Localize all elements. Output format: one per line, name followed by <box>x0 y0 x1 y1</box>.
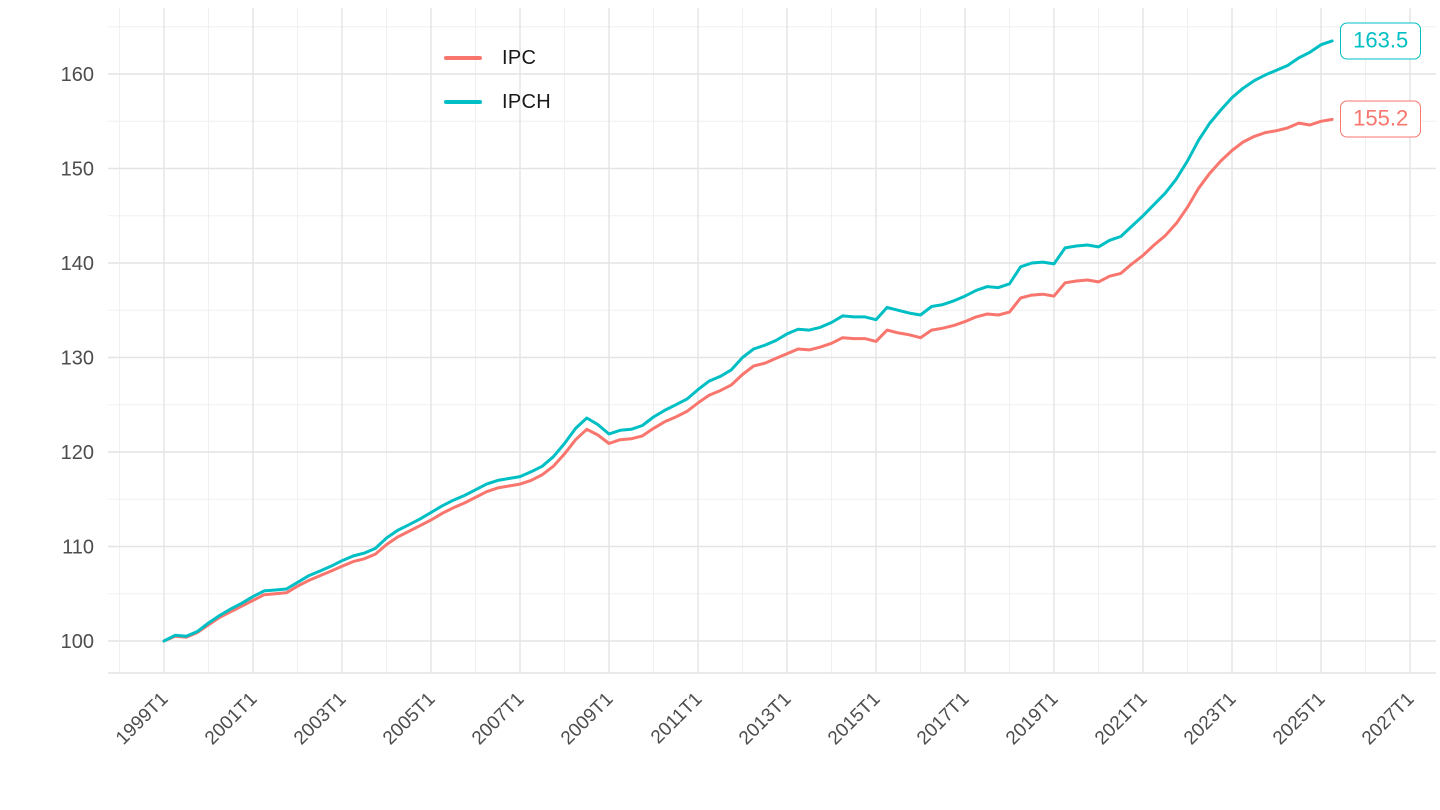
x-tick-label: 1999T1 <box>112 689 172 749</box>
legend: IPC IPCH <box>444 36 551 124</box>
x-tick-label: 2025T1 <box>1269 689 1329 749</box>
x-tick-label: 2003T1 <box>290 689 350 749</box>
y-tick-label: 160 <box>61 64 94 86</box>
legend-item-ipch: IPCH <box>444 80 551 124</box>
x-tick-label: 2023T1 <box>1180 689 1240 749</box>
x-tick-label: 2009T1 <box>557 689 617 749</box>
y-tick-label: 130 <box>61 348 94 370</box>
y-tick-label: 140 <box>61 253 94 275</box>
x-tick-label: 2007T1 <box>468 689 528 749</box>
legend-item-ipc: IPC <box>444 36 551 80</box>
x-tick-label: 2001T1 <box>201 689 261 749</box>
x-tick-label: 2017T1 <box>913 689 973 749</box>
x-tick-label: 2005T1 <box>379 689 439 749</box>
y-tick-label: 150 <box>61 159 94 181</box>
series-line-ipc <box>162 117 1334 643</box>
x-tick-label: 2021T1 <box>1091 689 1151 749</box>
x-tick-label: 2019T1 <box>1002 689 1062 749</box>
legend-swatch-ipc-icon <box>444 56 482 60</box>
y-tick-label: 100 <box>61 631 94 653</box>
legend-swatch-ipch-icon <box>444 100 482 104</box>
x-tick-label: 2011T1 <box>647 689 706 748</box>
series-line-ipch <box>162 39 1334 643</box>
end-label-ipch: 163.5 <box>1340 22 1422 60</box>
y-tick-label: 120 <box>61 442 94 464</box>
x-tick-label: 2015T1 <box>824 689 884 749</box>
legend-label-ipc: IPC <box>502 46 537 69</box>
legend-label-ipch: IPCH <box>502 90 551 113</box>
y-tick-label: 110 <box>62 537 94 559</box>
x-tick-label: 2027T1 <box>1358 689 1418 749</box>
end-label-ipc: 155.2 <box>1340 100 1422 138</box>
x-tick-label: 2013T1 <box>735 689 795 749</box>
